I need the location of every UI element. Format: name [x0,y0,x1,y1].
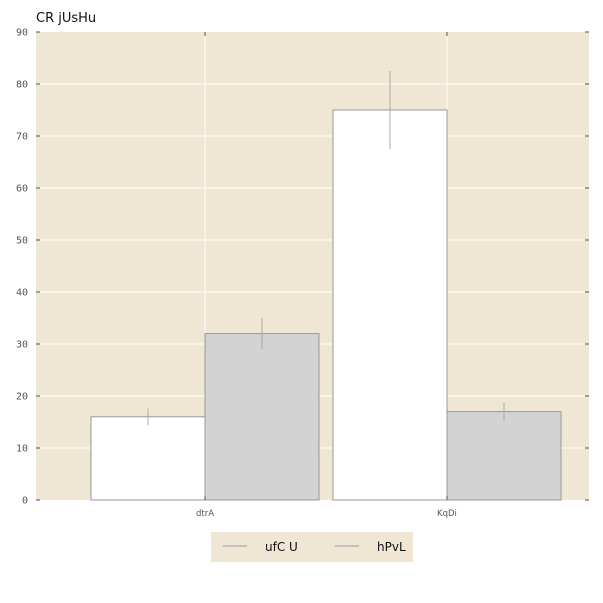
y-tick-label: 70 [16,132,28,143]
bars [90,109,562,501]
y-tick-label: 0 [22,496,28,507]
y-tick-label: 90 [16,28,28,39]
y-tick-label: 80 [16,80,28,91]
bar [446,411,562,501]
x-tick-label: KqDi [437,509,457,519]
bar [332,109,448,501]
y-tick-label: 10 [16,444,28,455]
bar [90,416,206,501]
y-tick-label: 60 [16,184,28,195]
x-tick-label: dtrA [196,509,214,519]
legend: ufC U hPvL [211,532,413,562]
y-tick-label: 20 [16,392,28,403]
y-tick-label: 40 [16,288,28,299]
legend-label: hPvL [377,540,406,554]
bar [204,333,320,501]
y-tick-label: 50 [16,236,28,247]
y-tick-label: 30 [16,340,28,351]
axes: 0 10 20 30 40 50 60 70 80 90 dtrA KqDi [16,28,589,519]
error-bars [147,71,505,426]
legend-box [211,532,413,562]
legend-label: ufC U [265,540,298,554]
chart-title: CR jUsHu [36,11,96,26]
